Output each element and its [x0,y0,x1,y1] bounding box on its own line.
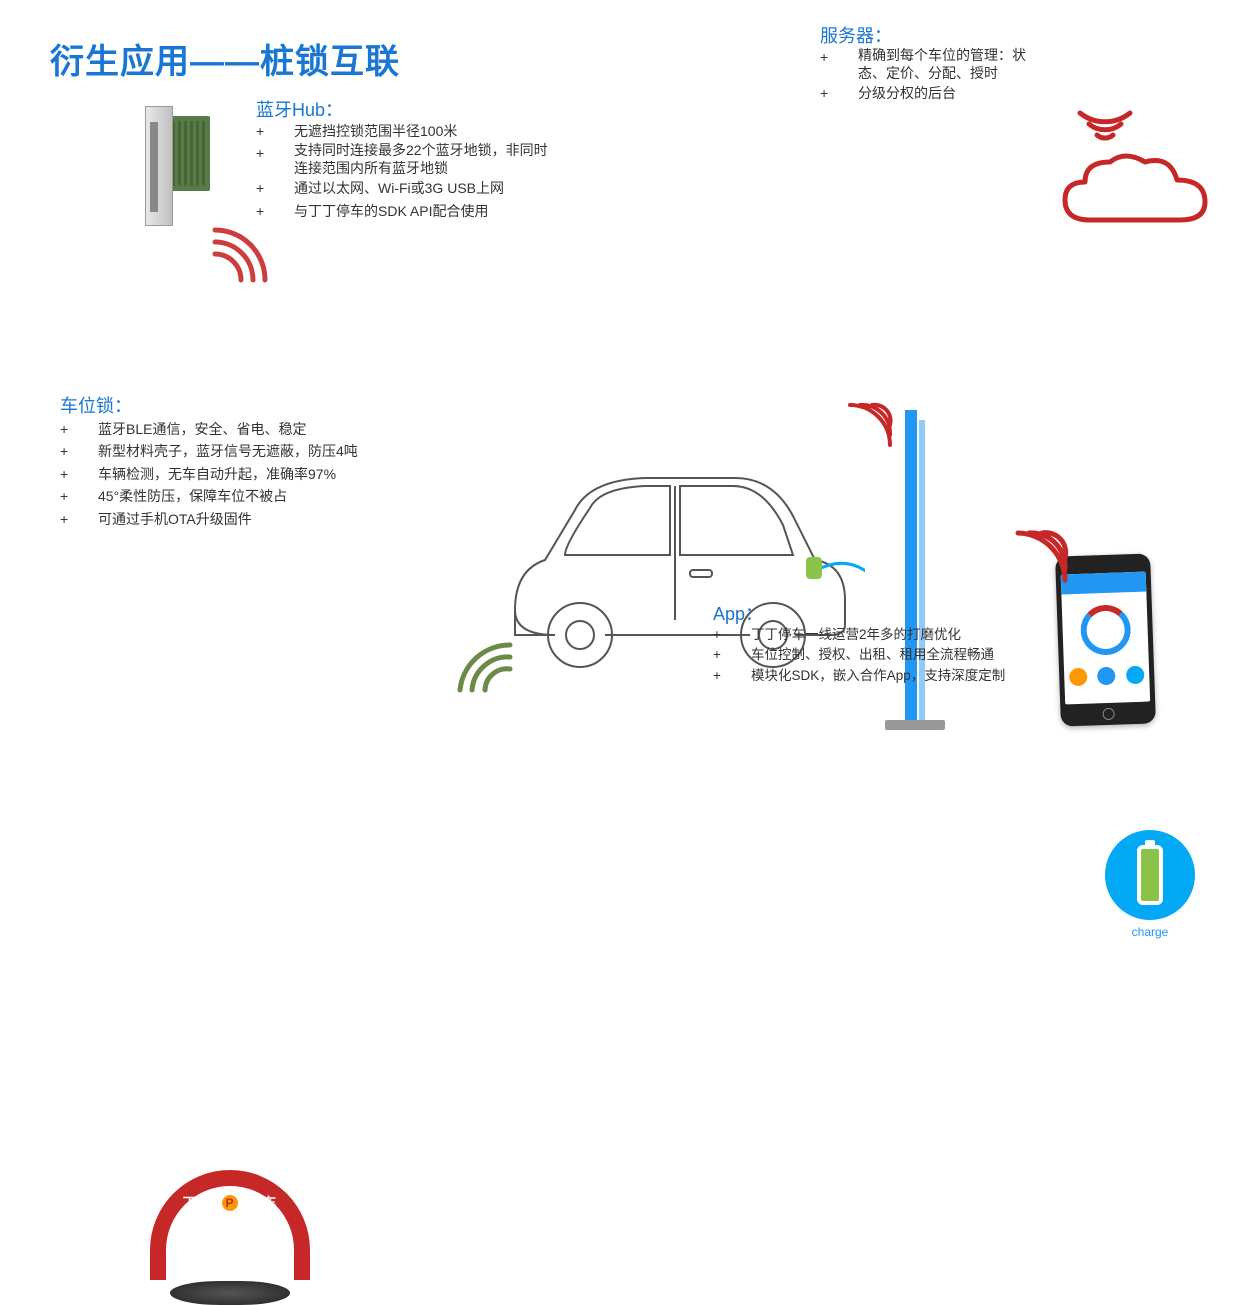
wifi-icon [840,395,900,455]
app-bullets: +丁丁停车一线运营2年多的打磨优化 +车位控制、授权、出租、租用全流程畅通 +模… [713,625,1043,686]
lock-bullets: +蓝牙BLE通信，安全、省电、稳定 +新型材料壳子，蓝牙信号无遮蔽，防压4吨 +… [60,418,420,530]
wifi-icon [205,220,275,290]
wifi-icon [1075,108,1135,148]
cloud-icon [1055,150,1195,240]
wifi-icon [455,640,515,695]
bluetooth-hub-device [145,106,235,226]
parking-lock-device: 丁 丁 P 停 车 [140,1165,320,1305]
server-title: 服务器： [820,22,892,48]
lock-title: 车位锁： [60,392,132,418]
hub-bullets: +无遮挡控锁范围半径100米 +支持同时连接最多22个蓝牙地锁，非同时连接范围内… [256,120,556,222]
battery-charge-icon: charge [1105,830,1195,950]
server-bullets: +精确到每个车位的管理：状态、定价、分配、授时 +分级分权的后台 [820,46,1040,105]
hub-title: 蓝牙Hub： [256,96,343,122]
page-title: 衍生应用——桩锁互联 [50,34,400,83]
app-title: App： [713,600,763,626]
wifi-icon [1010,525,1075,590]
